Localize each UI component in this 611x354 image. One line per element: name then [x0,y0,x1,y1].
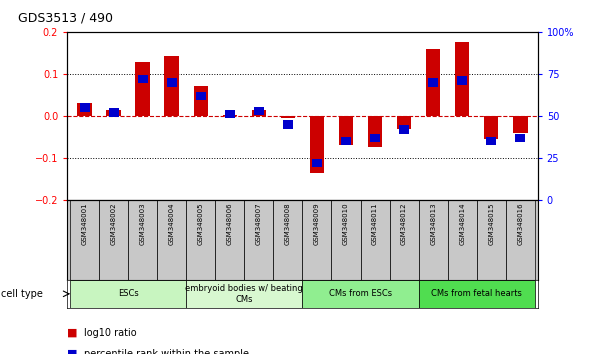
Text: GSM348010: GSM348010 [343,202,349,245]
Text: embryoid bodies w/ beating
CMs: embryoid bodies w/ beating CMs [186,284,303,303]
Bar [426,49,441,116]
Text: GSM348012: GSM348012 [401,202,407,245]
Bar [273,200,302,280]
Bar [457,76,467,85]
Text: GDS3513 / 490: GDS3513 / 490 [18,12,113,25]
Bar [167,78,177,86]
Text: CMs from fetal hearts: CMs from fetal hearts [431,289,522,298]
Text: GSM348005: GSM348005 [198,202,204,245]
Text: GSM348008: GSM348008 [285,202,291,245]
Bar [128,200,157,280]
Bar [70,280,186,308]
Bar [360,200,390,280]
Bar [515,133,525,142]
Bar [419,280,535,308]
Bar [225,110,235,119]
Text: cell type: cell type [1,289,43,299]
Bar [280,116,295,118]
Bar [338,116,353,145]
Text: GSM348001: GSM348001 [82,202,87,245]
Text: ESCs: ESCs [118,289,139,298]
Bar [390,200,419,280]
Text: GSM348002: GSM348002 [111,202,117,245]
Text: GSM348014: GSM348014 [459,202,465,245]
Text: GSM348016: GSM348016 [518,202,523,245]
Bar [194,86,208,116]
Text: GSM348006: GSM348006 [227,202,233,245]
Text: GSM348009: GSM348009 [314,202,320,245]
Bar [254,107,264,115]
Bar [477,200,506,280]
Text: GSM348013: GSM348013 [430,202,436,245]
Bar [302,200,332,280]
Bar [78,103,92,116]
Bar [428,78,438,86]
Bar [109,108,119,117]
Text: GSM348004: GSM348004 [169,202,175,245]
Text: log10 ratio: log10 ratio [84,328,137,338]
Bar [252,110,266,116]
Bar [368,116,382,148]
Bar [157,200,186,280]
Bar [70,200,99,280]
Bar [136,62,150,116]
Bar [186,280,302,308]
Text: percentile rank within the sample: percentile rank within the sample [84,349,249,354]
Text: CMs from ESCs: CMs from ESCs [329,289,392,298]
Bar [448,200,477,280]
Bar [79,103,90,112]
Bar [137,75,148,83]
Bar [397,116,411,129]
Bar [455,42,469,116]
Bar [506,200,535,280]
Bar [370,133,380,142]
Bar [513,116,527,133]
Text: GSM348011: GSM348011 [372,202,378,245]
Bar [222,115,237,116]
Bar [419,200,448,280]
Bar [332,200,360,280]
Bar [484,116,499,139]
Bar [164,56,179,116]
Text: ■: ■ [67,328,78,338]
Bar [215,200,244,280]
Text: ■: ■ [67,349,78,354]
Bar [302,280,419,308]
Bar [310,116,324,173]
Bar [312,159,322,167]
Bar [106,110,121,116]
Bar [283,120,293,129]
Bar [486,137,496,145]
Text: GSM348015: GSM348015 [488,202,494,245]
Bar [399,125,409,133]
Bar [99,200,128,280]
Bar [341,137,351,145]
Bar [244,200,273,280]
Bar [186,200,215,280]
Text: GSM348003: GSM348003 [140,202,145,245]
Bar [196,92,206,100]
Text: GSM348007: GSM348007 [256,202,262,245]
